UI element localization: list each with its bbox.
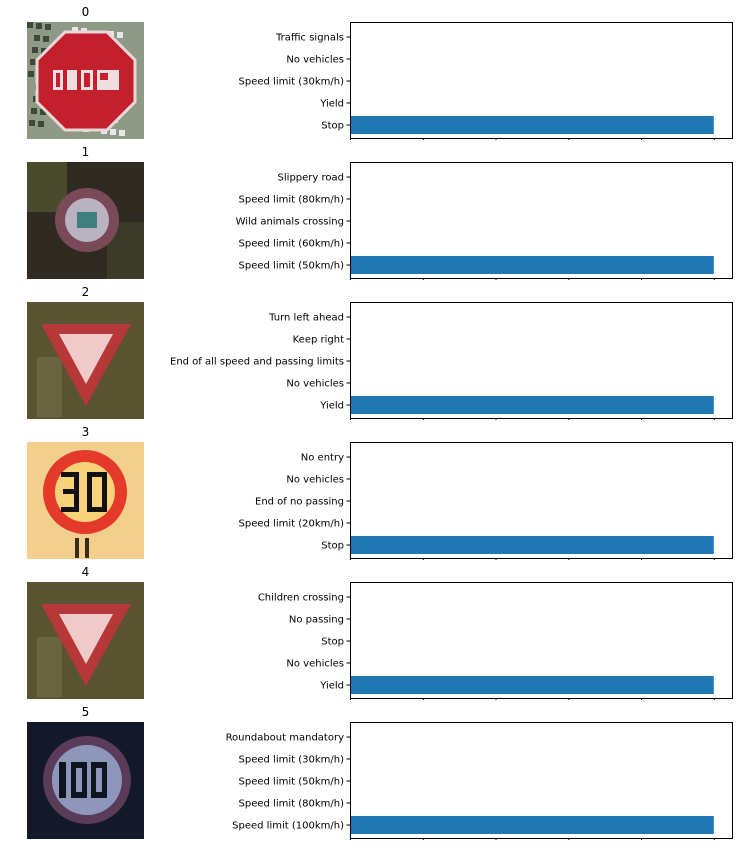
- probability-bar-chart: Stop Speed limit (20km/h) End of no passin…: [239, 442, 733, 560]
- image-title: 0: [81, 5, 90, 19]
- probability-bar-chart: Speed limit (100km/h) Speed limit (80km/h…: [226, 722, 733, 840]
- y-tick-label: Turn left ahead: [268, 313, 344, 324]
- speed-limit-50-sign-image: [27, 162, 144, 279]
- probability-bar-chart: Yield No vehicles Stop No passing Children c…: [258, 582, 733, 700]
- bar: [350, 676, 714, 694]
- y-tick-label: Stop: [321, 121, 344, 132]
- bar: [350, 536, 714, 554]
- y-tick-label: Yield: [319, 401, 344, 412]
- y-tick-label: Traffic signals: [275, 33, 344, 44]
- y-tick-label: Speed limit (20km/h): [239, 519, 345, 530]
- y-tick-label: No vehicles: [286, 379, 344, 390]
- y-tick-label: Stop: [321, 541, 344, 552]
- y-tick-label: Roundabout mandatory: [226, 733, 345, 744]
- image-title: 1: [81, 145, 90, 159]
- y-tick-label: Speed limit (80km/h): [239, 799, 345, 810]
- image-title: 5: [81, 705, 90, 719]
- image-title: 3: [81, 425, 90, 439]
- y-tick-label: End of no passing: [255, 497, 344, 508]
- probability-bar-chart: Speed limit (50km/h) Speed limit (60km/h)…: [236, 162, 733, 280]
- y-tick-label: Speed limit (60km/h): [239, 239, 345, 250]
- probability-bar-chart: Stop Yield Speed limit (30km/h) No vehicles…: [239, 22, 733, 140]
- y-tick-label: Speed limit (30km/h): [239, 755, 345, 766]
- yield-sign-image: [27, 302, 144, 419]
- prediction-row: 1 Speed limit (50km/h) Speed limit (60km/h…: [0, 140, 742, 280]
- y-tick-label: Slippery road: [278, 173, 344, 184]
- y-tick-label: No vehicles: [286, 659, 344, 670]
- y-tick-label: Stop: [321, 637, 344, 648]
- stop-sign-image: [27, 22, 144, 139]
- y-tick-label: Children crossing: [258, 593, 344, 604]
- y-tick-label: Speed limit (50km/h): [239, 777, 345, 788]
- prediction-row: 5 Speed limit (100km/h) Speed limit (80km/…: [0, 700, 742, 840]
- speed-limit-30-sign-image: [27, 442, 144, 559]
- y-tick-label: No entry: [301, 453, 344, 464]
- bar: [350, 116, 714, 134]
- y-tick-label: Yield: [319, 681, 344, 692]
- y-tick-label: Speed limit (50km/h): [239, 261, 345, 272]
- image-title: 4: [81, 565, 90, 579]
- y-tick-label: Keep right: [293, 335, 344, 346]
- y-tick-label: End of all speed and passing limits: [170, 357, 344, 368]
- y-tick-label: Wild animals crossing: [236, 217, 344, 228]
- y-tick-label: No vehicles: [286, 55, 344, 66]
- y-tick-label: Speed limit (30km/h): [239, 77, 345, 88]
- prediction-row: 0 Stop Yield Speed limit (30km/h) No vehicle…: [0, 0, 742, 140]
- bar: [350, 256, 714, 274]
- prediction-row: 3 Stop Speed limit (20km/h) End of no passi…: [0, 420, 742, 560]
- y-tick-label: Speed limit (80km/h): [239, 195, 345, 206]
- bar: [350, 816, 714, 834]
- yield-sign-image: [27, 582, 144, 699]
- prediction-row: 4 Yield No vehicles Stop No passing Children …: [0, 560, 742, 700]
- y-tick-label: Yield: [319, 99, 344, 110]
- speed-limit-100-sign-image: [27, 722, 144, 839]
- prediction-row: 2 Yield No vehicles End of all speed and pa…: [0, 280, 742, 420]
- y-tick-label: Speed limit (100km/h): [232, 821, 344, 832]
- probability-bar-chart: Yield No vehicles End of all speed and pas…: [170, 302, 733, 420]
- y-tick-label: No vehicles: [286, 475, 344, 486]
- bar: [350, 396, 714, 414]
- image-title: 2: [81, 285, 90, 299]
- y-tick-label: No passing: [289, 615, 344, 626]
